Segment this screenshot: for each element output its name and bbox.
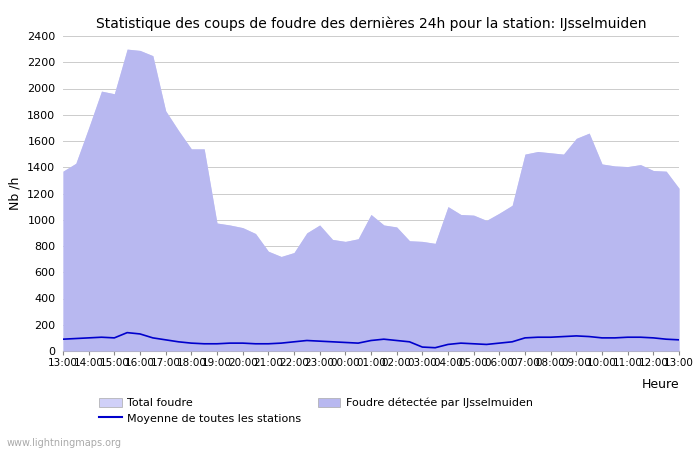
Text: Heure: Heure: [641, 378, 679, 391]
Text: www.lightningmaps.org: www.lightningmaps.org: [7, 438, 122, 448]
Title: Statistique des coups de foudre des dernières 24h pour la station: IJsselmuiden: Statistique des coups de foudre des dern…: [96, 16, 646, 31]
Legend: Total foudre, Moyenne de toutes les stations, Foudre détectée par IJsselmuiden: Total foudre, Moyenne de toutes les stat…: [99, 397, 533, 423]
Y-axis label: Nb /h: Nb /h: [8, 177, 22, 210]
